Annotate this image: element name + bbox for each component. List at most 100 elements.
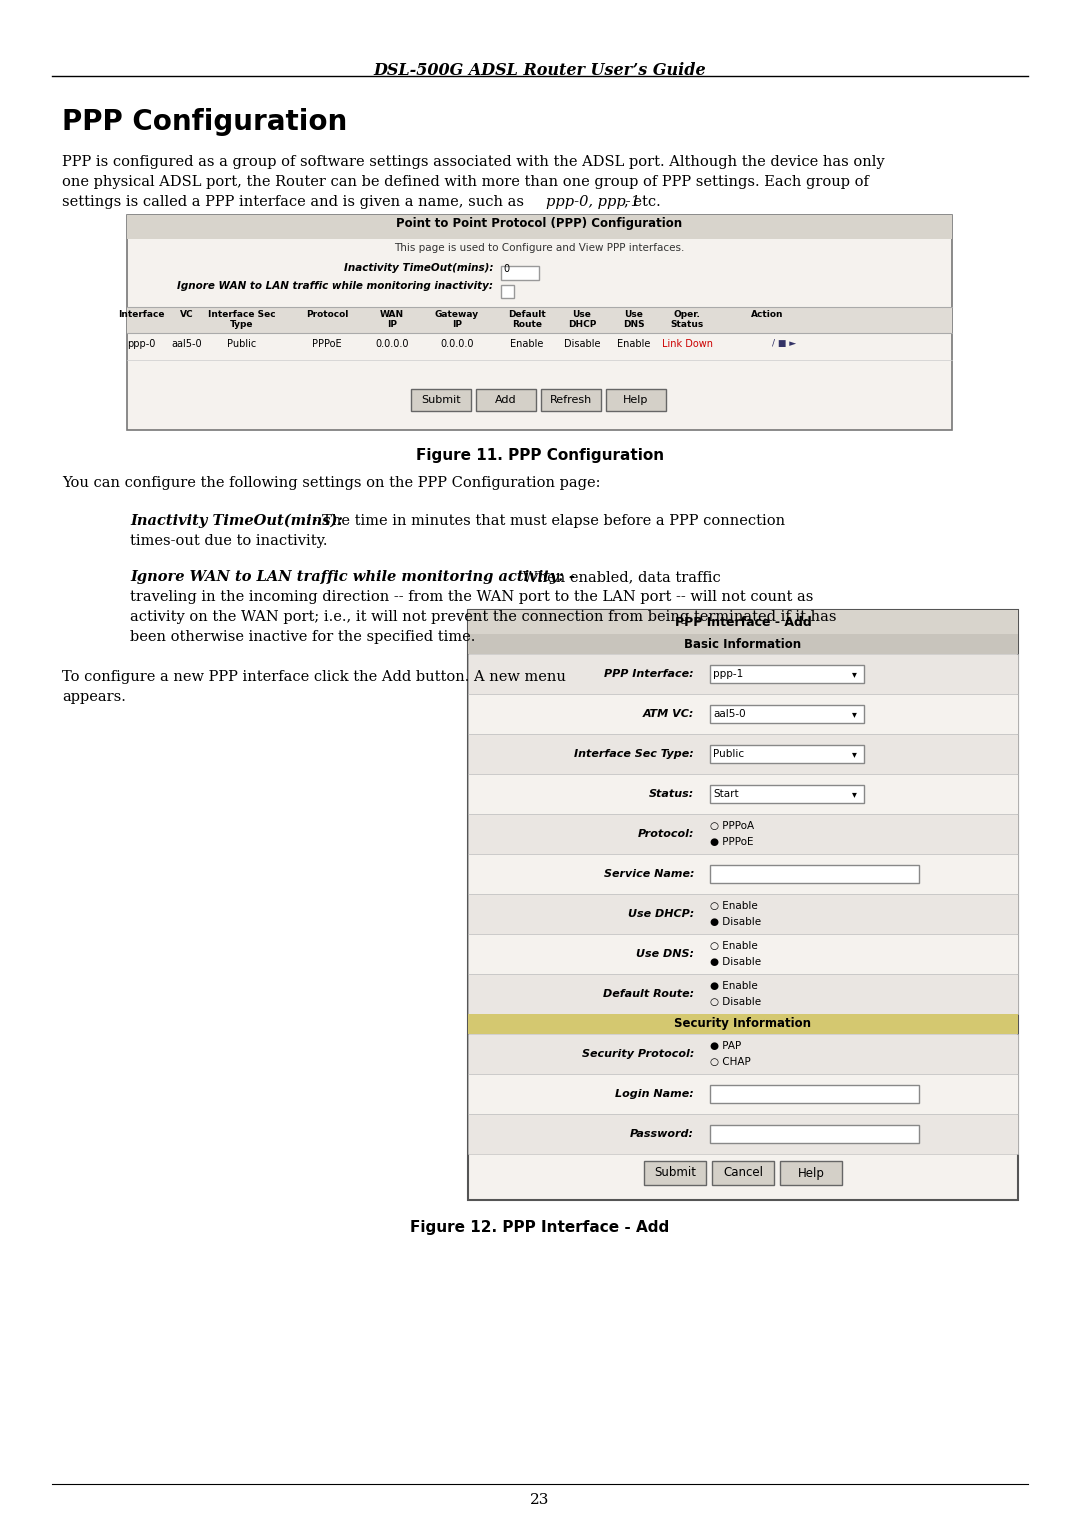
Text: Basic Information: Basic Information	[685, 637, 801, 651]
Text: Help: Help	[797, 1166, 824, 1180]
Text: Point to Point Protocol (PPP) Configuration: Point to Point Protocol (PPP) Configurat…	[396, 217, 683, 231]
Text: Help: Help	[623, 396, 649, 405]
Text: ○ CHAP: ○ CHAP	[710, 1057, 751, 1067]
Text: ▾: ▾	[851, 788, 856, 799]
Text: Ignore WAN to LAN traffic while monitoring activity: -: Ignore WAN to LAN traffic while monitori…	[130, 570, 575, 584]
Text: ● PPPoE: ● PPPoE	[710, 837, 753, 847]
Text: Ignore WAN to LAN traffic while monitoring inactivity:: Ignore WAN to LAN traffic while monitori…	[177, 281, 494, 290]
FancyBboxPatch shape	[468, 814, 1018, 854]
FancyBboxPatch shape	[127, 215, 951, 429]
FancyBboxPatch shape	[468, 1074, 1018, 1114]
FancyBboxPatch shape	[468, 775, 1018, 814]
FancyBboxPatch shape	[468, 894, 1018, 934]
Text: Status:: Status:	[649, 788, 694, 799]
Text: To configure a new PPP interface click the Add button. A new menu: To configure a new PPP interface click t…	[62, 669, 566, 685]
FancyBboxPatch shape	[476, 390, 536, 411]
Text: ppp-0, ppp-1: ppp-0, ppp-1	[546, 196, 640, 209]
Text: You can configure the following settings on the PPP Configuration page:: You can configure the following settings…	[62, 477, 600, 490]
FancyBboxPatch shape	[468, 654, 1018, 694]
Text: Submit: Submit	[654, 1166, 696, 1180]
Text: aal5-0: aal5-0	[714, 709, 746, 720]
Text: WAN
IP: WAN IP	[380, 310, 404, 330]
Text: Use DNS:: Use DNS:	[636, 949, 694, 960]
FancyBboxPatch shape	[468, 1015, 1018, 1034]
Text: aal5-0: aal5-0	[172, 339, 202, 348]
Text: / ■ ►: / ■ ►	[772, 339, 796, 348]
Text: Link Down: Link Down	[661, 339, 713, 348]
Text: Start: Start	[714, 788, 739, 799]
FancyBboxPatch shape	[468, 1034, 1018, 1074]
Text: PPPoE: PPPoE	[312, 339, 341, 348]
Text: Inactivity TimeOut(mins):: Inactivity TimeOut(mins):	[343, 263, 494, 274]
Text: ○ Enable: ○ Enable	[710, 941, 757, 950]
Text: Default
Route: Default Route	[508, 310, 545, 330]
Text: been otherwise inactive for the specified time.: been otherwise inactive for the specifie…	[130, 630, 475, 643]
Text: Service Name:: Service Name:	[604, 869, 694, 879]
Text: traveling in the incoming direction -- from the WAN port to the LAN port -- will: traveling in the incoming direction -- f…	[130, 590, 813, 604]
Text: Protocol:: Protocol:	[637, 830, 694, 839]
FancyBboxPatch shape	[710, 746, 864, 762]
FancyBboxPatch shape	[710, 704, 864, 723]
Text: Protocol: Protocol	[306, 310, 348, 319]
Text: Submit: Submit	[421, 396, 461, 405]
Text: times-out due to inactivity.: times-out due to inactivity.	[130, 533, 327, 549]
FancyBboxPatch shape	[501, 266, 539, 280]
Text: ▾: ▾	[851, 669, 856, 678]
Text: Cancel: Cancel	[723, 1166, 762, 1180]
Text: 0: 0	[503, 264, 510, 274]
Text: Add: Add	[496, 396, 517, 405]
Text: ● PAP: ● PAP	[710, 1041, 741, 1051]
Text: ppp-1: ppp-1	[714, 669, 744, 678]
Text: settings is called a PPP interface and is given a name, such as: settings is called a PPP interface and i…	[62, 196, 528, 209]
Text: Use
DHCP: Use DHCP	[568, 310, 596, 330]
FancyBboxPatch shape	[468, 934, 1018, 973]
Text: Figure 11. PPP Configuration: Figure 11. PPP Configuration	[416, 448, 664, 463]
Text: Default Route:: Default Route:	[603, 989, 694, 999]
Text: 0.0.0.0: 0.0.0.0	[375, 339, 408, 348]
Text: ○ Disable: ○ Disable	[710, 996, 760, 1007]
FancyBboxPatch shape	[606, 390, 666, 411]
FancyBboxPatch shape	[127, 215, 951, 238]
FancyBboxPatch shape	[712, 1161, 774, 1186]
Text: PPP Interface - Add: PPP Interface - Add	[675, 616, 811, 628]
Text: Enable: Enable	[511, 339, 543, 348]
FancyBboxPatch shape	[710, 665, 864, 683]
Text: PPP Configuration: PPP Configuration	[62, 108, 348, 136]
FancyBboxPatch shape	[501, 286, 514, 298]
Text: When enabled, data traffic: When enabled, data traffic	[518, 570, 720, 584]
FancyBboxPatch shape	[710, 1085, 918, 1103]
Text: ● Disable: ● Disable	[710, 957, 760, 967]
Text: 23: 23	[530, 1493, 550, 1507]
Text: appears.: appears.	[62, 691, 126, 704]
FancyBboxPatch shape	[468, 610, 1018, 1199]
FancyBboxPatch shape	[541, 390, 600, 411]
FancyBboxPatch shape	[468, 634, 1018, 654]
Text: Enable: Enable	[618, 339, 650, 348]
Text: ▾: ▾	[851, 709, 856, 720]
Text: , etc.: , etc.	[624, 196, 661, 209]
Text: Refresh: Refresh	[550, 396, 592, 405]
Text: ATM VC:: ATM VC:	[643, 709, 694, 720]
Text: Inactivity TimeOut(mins):: Inactivity TimeOut(mins):	[130, 513, 342, 529]
Text: Use DHCP:: Use DHCP:	[627, 909, 694, 918]
FancyBboxPatch shape	[780, 1161, 842, 1186]
Text: Interface Sec Type:: Interface Sec Type:	[575, 749, 694, 759]
Text: PPP Interface:: PPP Interface:	[605, 669, 694, 678]
FancyBboxPatch shape	[710, 1125, 918, 1143]
FancyBboxPatch shape	[468, 1114, 1018, 1154]
Text: Interface: Interface	[118, 310, 164, 319]
Text: Oper.
Status: Oper. Status	[671, 310, 704, 330]
FancyBboxPatch shape	[710, 865, 918, 883]
Text: Security Information: Security Information	[675, 1018, 811, 1030]
Text: Disable: Disable	[564, 339, 600, 348]
Text: ● Enable: ● Enable	[710, 981, 757, 992]
Text: PPP is configured as a group of software settings associated with the ADSL port.: PPP is configured as a group of software…	[62, 154, 885, 170]
Text: one physical ADSL port, the Router can be defined with more than one group of PP: one physical ADSL port, the Router can b…	[62, 176, 869, 189]
FancyBboxPatch shape	[644, 1161, 706, 1186]
Text: Action: Action	[751, 310, 783, 319]
Text: ○ Enable: ○ Enable	[710, 902, 757, 911]
Text: VC: VC	[180, 310, 193, 319]
Text: ppp-0: ppp-0	[126, 339, 156, 348]
Text: ● Disable: ● Disable	[710, 917, 760, 927]
FancyBboxPatch shape	[127, 307, 951, 333]
